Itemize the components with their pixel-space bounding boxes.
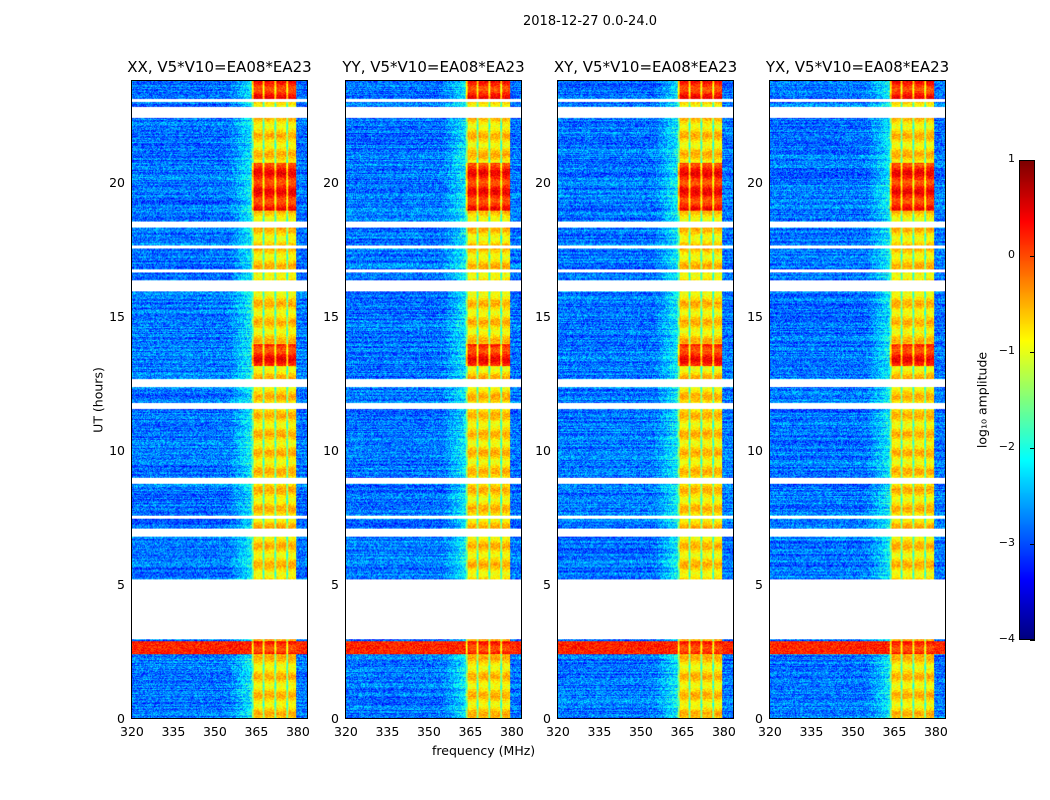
panel-title: YX, V5*V10=EA08*EA23 <box>765 58 950 76</box>
x-tick-label: 335 <box>161 724 186 739</box>
y-tick-label: 0 <box>117 711 125 726</box>
y-tick-label: 5 <box>117 577 125 593</box>
colorbar-tick-label: −2 <box>998 440 1015 453</box>
y-tick-label: 15 <box>747 309 763 325</box>
x-tick-label: 350 <box>202 724 227 739</box>
y-tick-label: 10 <box>747 443 763 459</box>
heatmap-panel-3 <box>769 80 946 719</box>
figure-title: 2018-12-27 0.0-24.0 <box>523 14 657 29</box>
y-tick-label: 20 <box>747 175 763 191</box>
colorbar-tick-label: −3 <box>998 536 1015 549</box>
colorbar-tick-label: −4 <box>998 632 1015 645</box>
y-tick-label: 20 <box>323 175 339 191</box>
colorbar-tick-mark <box>1030 160 1035 161</box>
colorbar-label: log₁₀ amplitude <box>974 351 990 449</box>
y-tick-label: 20 <box>535 175 551 191</box>
heatmap-panel-1 <box>345 80 522 719</box>
x-tick-label: 380 <box>711 724 736 739</box>
x-tick-label: 350 <box>840 724 865 739</box>
x-tick-label: 350 <box>628 724 653 739</box>
x-tick-label: 380 <box>285 724 310 739</box>
y-axis-label: UT (hours) <box>90 367 106 433</box>
y-tick-label: 15 <box>109 309 125 325</box>
y-tick-label: 0 <box>755 711 763 726</box>
x-tick-label: 365 <box>882 724 907 739</box>
x-tick-label: 350 <box>416 724 441 739</box>
x-tick-label: 320 <box>546 724 570 739</box>
x-tick-label: 365 <box>670 724 695 739</box>
x-tick-label: 335 <box>587 724 612 739</box>
x-tick-label: 380 <box>923 724 948 739</box>
colorbar-tick-label: −1 <box>998 344 1015 357</box>
y-tick-label: 10 <box>323 443 339 459</box>
x-tick-label: 335 <box>799 724 824 739</box>
x-axis-label: frequency (MHz) <box>432 743 536 758</box>
y-tick-label: 15 <box>323 309 339 325</box>
y-tick-label: 10 <box>535 443 551 459</box>
x-tick-label: 320 <box>334 724 358 739</box>
x-tick-label: 365 <box>244 724 269 739</box>
panel-title: XY, V5*V10=EA08*EA23 <box>553 58 738 76</box>
y-tick-label: 0 <box>543 711 551 726</box>
panel-title: XX, V5*V10=EA08*EA23 <box>127 58 312 76</box>
x-tick-label: 335 <box>375 724 400 739</box>
colorbar-tick-mark <box>1030 544 1035 545</box>
y-tick-label: 0 <box>331 711 339 726</box>
heatmap-panel-2 <box>557 80 734 719</box>
y-tick-label: 20 <box>109 175 125 191</box>
y-tick-label: 15 <box>535 309 551 325</box>
y-tick-label: 5 <box>755 577 763 593</box>
y-tick-label: 5 <box>331 577 339 593</box>
x-tick-label: 380 <box>499 724 524 739</box>
colorbar-tick-mark <box>1030 640 1035 641</box>
colorbar-tick-mark <box>1030 448 1035 449</box>
colorbar-tick-label: 1 <box>1008 152 1015 165</box>
heatmap-panel-0 <box>131 80 308 719</box>
colorbar <box>1019 160 1035 640</box>
y-tick-label: 5 <box>543 577 551 593</box>
y-tick-label: 10 <box>109 443 125 459</box>
colorbar-tick-mark <box>1030 256 1035 257</box>
x-tick-label: 320 <box>120 724 144 739</box>
x-tick-label: 320 <box>758 724 782 739</box>
x-tick-label: 365 <box>458 724 483 739</box>
colorbar-tick-mark <box>1030 352 1035 353</box>
colorbar-tick-label: 0 <box>1008 248 1015 261</box>
panel-title: YY, V5*V10=EA08*EA23 <box>342 58 525 76</box>
